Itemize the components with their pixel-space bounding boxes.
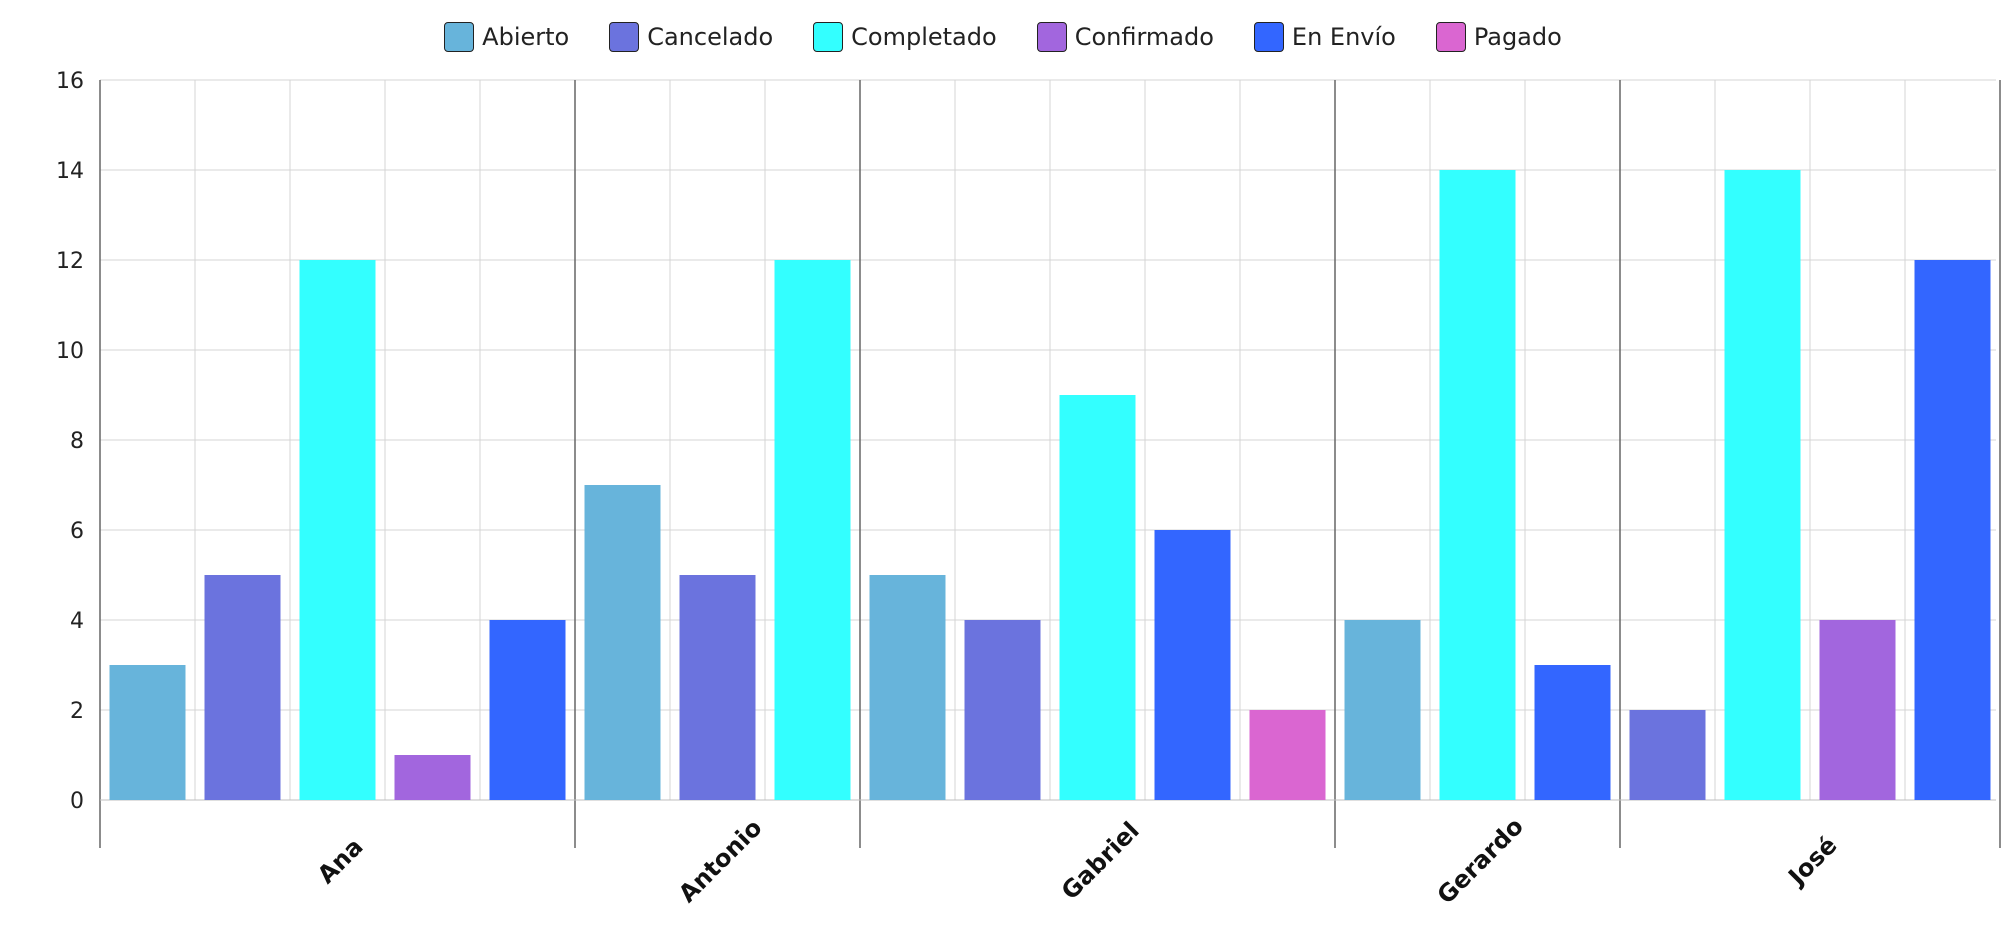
- bar: [1154, 530, 1231, 800]
- y-tick-label: 12: [56, 249, 84, 274]
- bar: [1914, 260, 1991, 800]
- bar: [1724, 170, 1801, 800]
- legend-label: Completado: [851, 23, 997, 51]
- y-tick-label: 14: [56, 159, 84, 184]
- legend-item[interactable]: Confirmado: [1036, 22, 1214, 52]
- chart-legend: Abierto Cancelado Completado Confirmado En E…: [0, 22, 2006, 52]
- bar: [1439, 170, 1516, 800]
- x-tick-label: Ana: [312, 833, 368, 889]
- legend-item[interactable]: Pagado: [1435, 22, 1562, 52]
- legend-swatch: [609, 22, 640, 52]
- y-tick-label: 0: [70, 789, 84, 814]
- y-tick-label: 6: [70, 519, 84, 544]
- legend-swatch: [444, 22, 475, 52]
- y-tick-label: 8: [70, 429, 84, 454]
- bar: [1629, 710, 1706, 800]
- x-tick-label: Gerardo: [1432, 812, 1529, 909]
- legend-label: En Envío: [1291, 23, 1396, 51]
- bar: [489, 620, 566, 800]
- y-tick-label: 2: [70, 699, 84, 724]
- legend-item[interactable]: Completado: [813, 22, 997, 52]
- legend-swatch: [1036, 22, 1067, 52]
- legend-item[interactable]: En Envío: [1253, 22, 1396, 52]
- bar: [1344, 620, 1421, 800]
- legend-swatch: [1253, 22, 1284, 52]
- bar: [774, 260, 851, 800]
- legend-item[interactable]: Cancelado: [609, 22, 773, 52]
- bar: [1534, 665, 1611, 800]
- x-tick-label: Gabriel: [1056, 816, 1145, 905]
- bar: [869, 575, 946, 800]
- legend-label: Confirmado: [1074, 23, 1214, 51]
- legend-swatch: [813, 22, 844, 52]
- x-tick-label: Antonio: [673, 814, 767, 908]
- legend-swatch: [1435, 22, 1466, 52]
- bar: [1819, 620, 1896, 800]
- bar: [204, 575, 281, 800]
- legend-label: Abierto: [482, 23, 570, 51]
- bar: [1249, 710, 1326, 800]
- legend-label: Pagado: [1473, 23, 1562, 51]
- bar: [1059, 395, 1136, 800]
- bar: [679, 575, 756, 800]
- y-tick-label: 16: [56, 69, 84, 94]
- bar: [109, 665, 186, 800]
- bar: [299, 260, 376, 800]
- bar: [584, 485, 661, 800]
- legend-label: Cancelado: [647, 23, 774, 51]
- bar: [964, 620, 1041, 800]
- legend-item[interactable]: Abierto: [444, 22, 569, 52]
- x-tick-label: José: [1782, 831, 1843, 892]
- bar: [394, 755, 471, 800]
- y-tick-label: 10: [56, 339, 84, 364]
- y-tick-label: 4: [70, 609, 84, 634]
